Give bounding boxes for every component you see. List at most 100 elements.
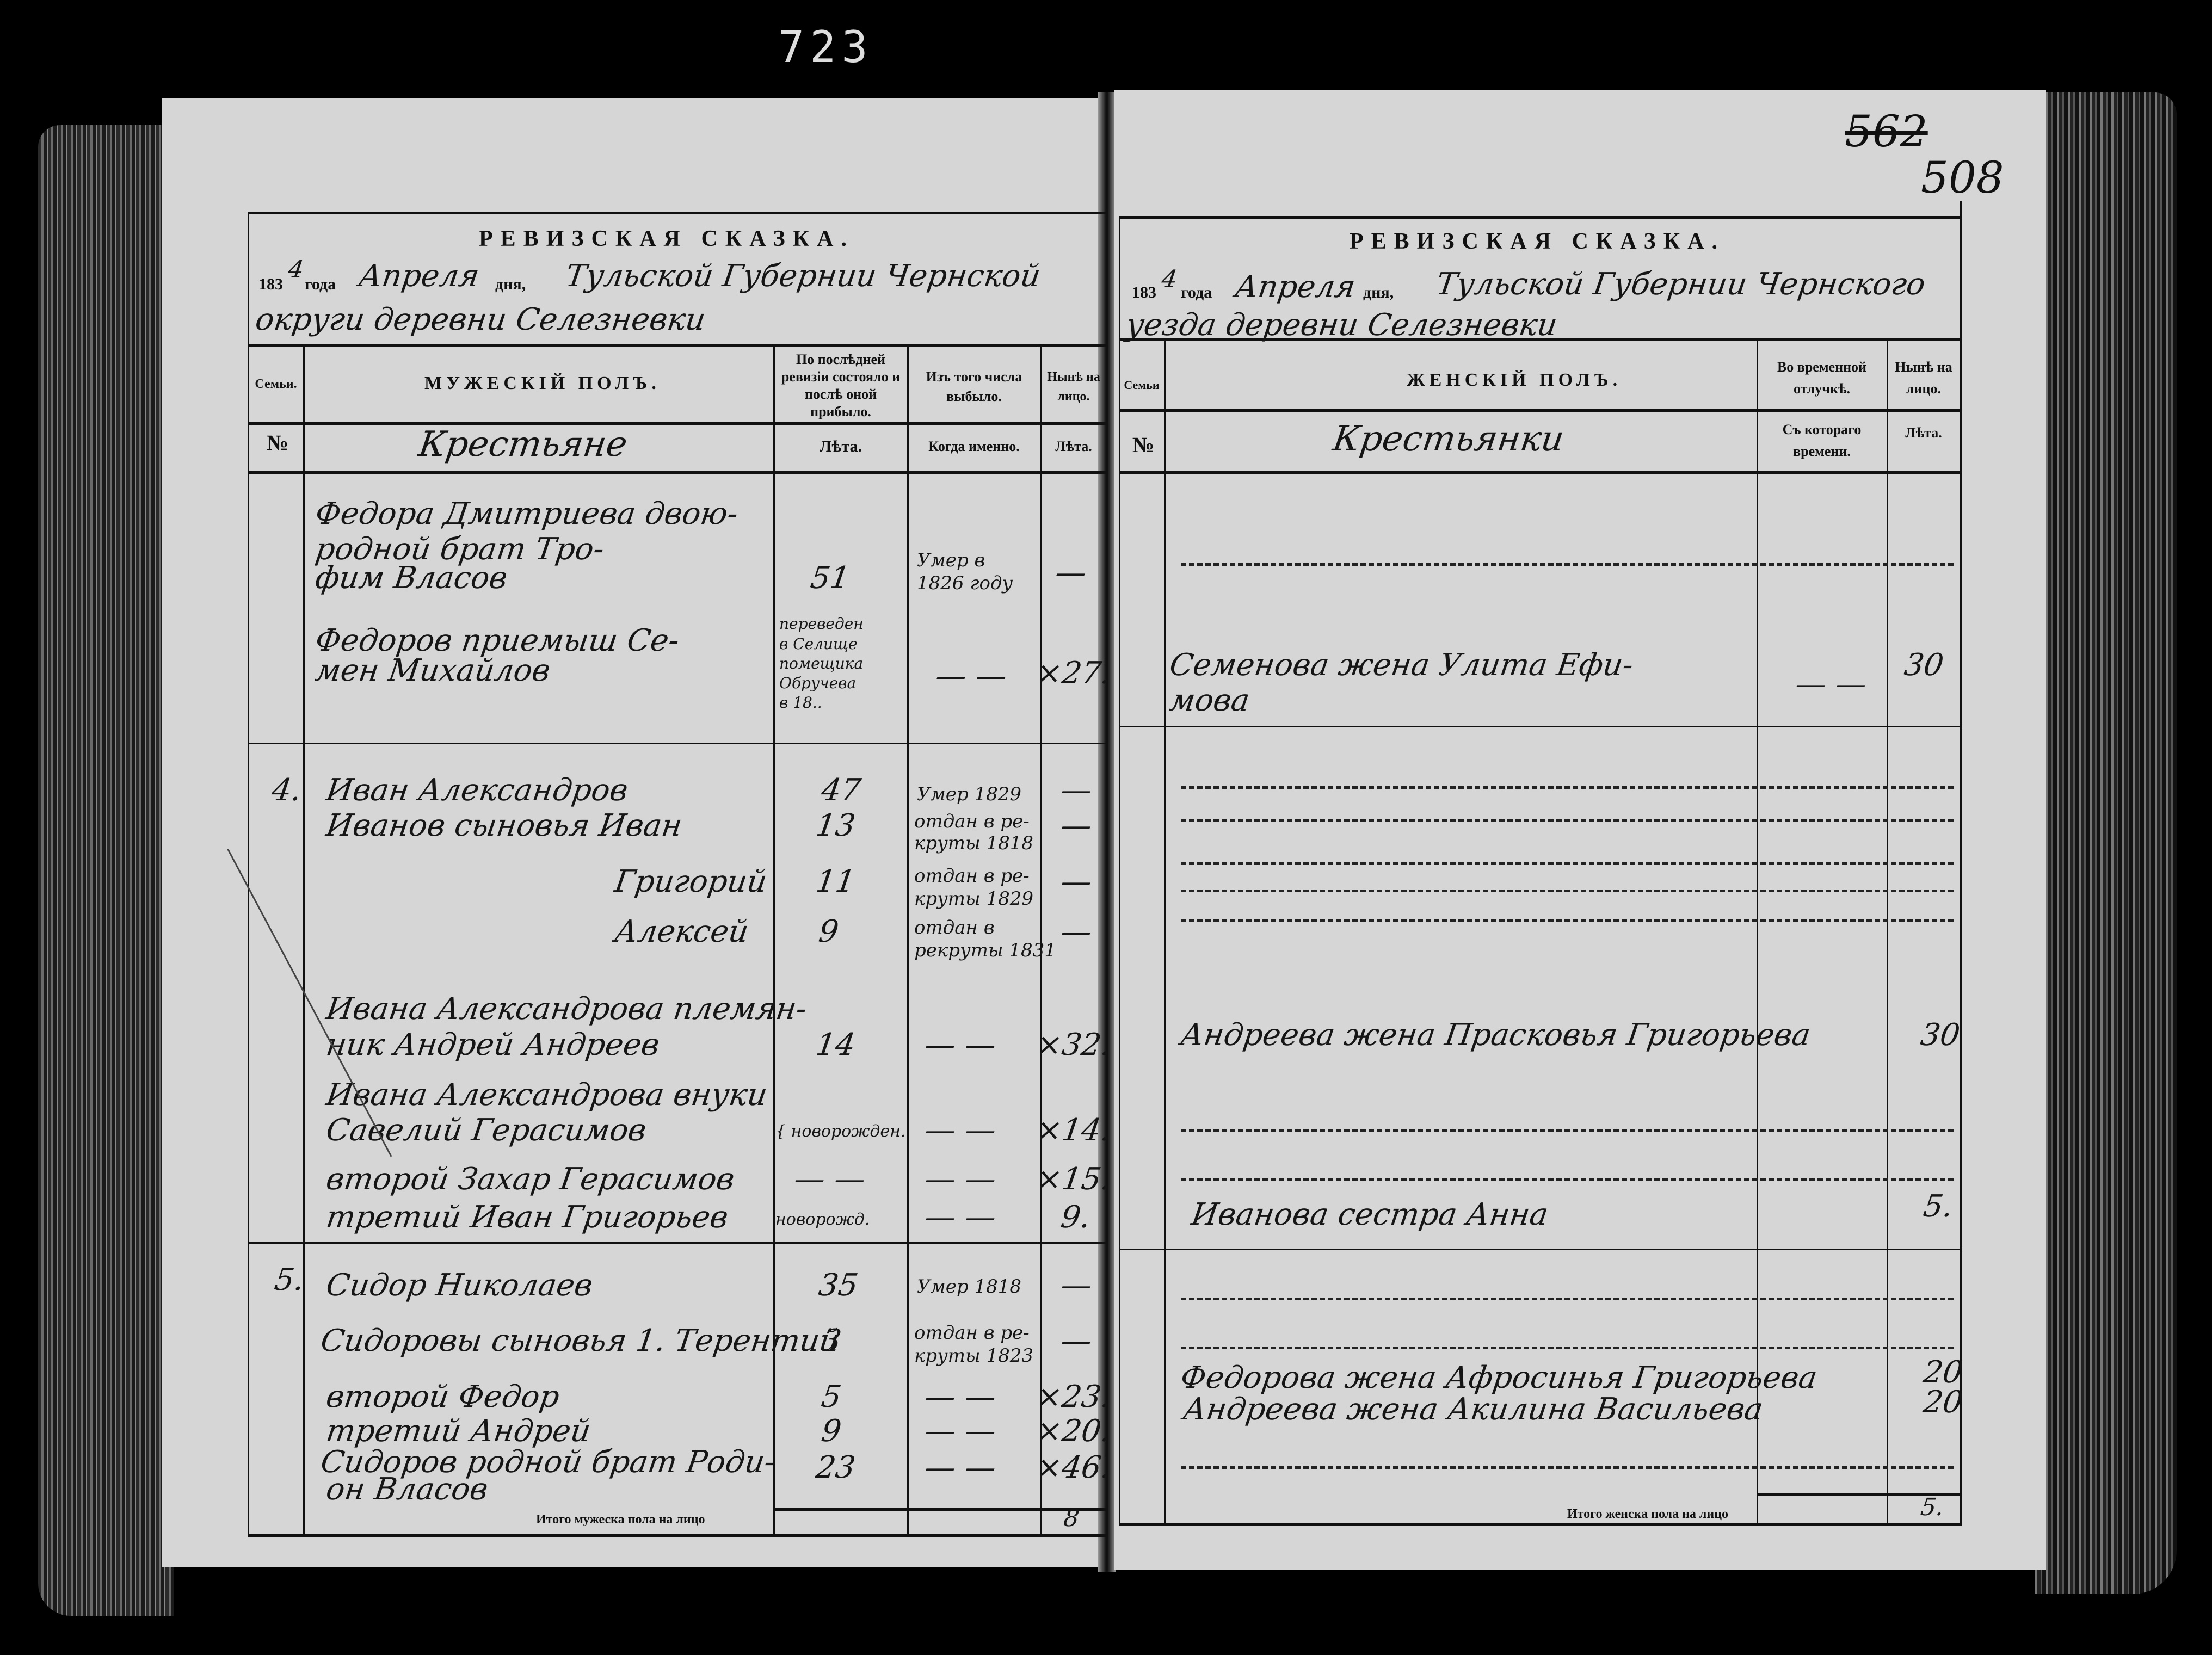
entry-now: — — [1058, 1323, 1094, 1358]
entry-now: — — [1058, 773, 1094, 808]
blank-dash-line — [1181, 919, 1954, 922]
entry-name: второй Федор — [324, 1379, 562, 1415]
entry-when: — — — [922, 1413, 999, 1449]
entry-note: новорожд. — [775, 1210, 870, 1229]
entry-when: — — — [933, 658, 1009, 694]
col-last-revision: По послѣдней ревизіи состояло и послѣ он… — [781, 351, 901, 419]
entry-now: ×14. — [1034, 1113, 1113, 1148]
entry-age: 14 — [814, 1027, 858, 1063]
entry-name: Сидоровы сыновья 1. Терентий — [318, 1323, 842, 1358]
entry-when: круты 1823 — [914, 1345, 1034, 1367]
entry-now: 30 — [1902, 647, 1946, 683]
entry-age: 23 — [814, 1450, 858, 1485]
female-total-value: 5. — [1919, 1493, 1946, 1521]
entry-name: мен Михайлов — [313, 653, 553, 688]
blank-dash-line — [1181, 890, 1954, 892]
entry-when: отдан в — [914, 917, 995, 938]
entry-when: Умер в — [917, 549, 985, 571]
estate-hand: Крестьянки — [1330, 419, 1567, 459]
entry-name: Семенова жена Улита Ефи- — [1167, 647, 1636, 683]
col-present: Нынѣ на лицо. — [1047, 370, 1100, 404]
entry-name: Савелий Герасимов — [324, 1113, 649, 1148]
female-total-label: Итого женска пола на лицо — [1567, 1507, 1729, 1521]
entry-now: ×23. — [1034, 1379, 1113, 1415]
blank-dash-line — [1181, 819, 1954, 822]
year-label: года — [1181, 283, 1212, 301]
entry-when: отдан в ре- — [914, 865, 1030, 887]
entry-name: Алексей — [612, 914, 751, 949]
left-page — [162, 98, 1101, 1567]
province-hand: Тульской Губернии Чернской — [563, 258, 1043, 294]
col-when: Когда именно. — [928, 439, 1020, 454]
col-number: № — [266, 430, 289, 455]
entry-name: он Власов — [324, 1472, 490, 1507]
entry-note: в Селище — [779, 635, 858, 653]
entry-when: — — — [922, 1450, 999, 1485]
form-title: РЕВИЗСКАЯ СКАЗКА. — [479, 226, 854, 251]
entry-when: — — — [922, 1200, 999, 1235]
entry-absent: — — — [1793, 666, 1869, 702]
blank-dash-line — [1181, 1466, 1954, 1469]
col-female-sex: ЖЕНСКІЙ ПОЛЪ. — [1407, 370, 1622, 390]
entry-when: Умер 1818 — [917, 1276, 1021, 1298]
entry-name: Иванов сыновья Иван — [324, 808, 685, 843]
month-hand: Апреля — [356, 258, 482, 294]
right-page — [1114, 90, 2046, 1570]
entry-now: ×15. — [1034, 1162, 1113, 1197]
blank-dash-line — [1181, 862, 1954, 865]
col-present: Нынѣ на лицо. — [1895, 359, 1952, 397]
entry-name: мова — [1167, 683, 1252, 718]
entry-age: — — — [792, 1162, 868, 1197]
entry-now: 20 — [1921, 1385, 1965, 1420]
entry-when: Умер 1829 — [917, 783, 1021, 805]
book-edge-left — [38, 125, 174, 1616]
entry-now: ×20. — [1034, 1413, 1113, 1449]
entry-name: Григорий — [612, 864, 769, 899]
year-label: года — [305, 275, 336, 293]
entry-name: Сидор Николаев — [324, 1268, 595, 1303]
province-hand: Тульской Губернии Чернского — [1434, 267, 1928, 302]
entry-now: 5. — [1921, 1189, 1956, 1224]
entry-name: Андреева жена Акилина Васильева — [1181, 1392, 1766, 1427]
entry-note: переведен — [779, 615, 864, 633]
entry-name: Федора Дмитриева двою- — [313, 496, 741, 532]
day-label: дня, — [495, 275, 526, 293]
entry-name: Ивана Александрова внуки — [324, 1077, 770, 1113]
entry-name: второй Захар Герасимов — [324, 1162, 737, 1197]
family-number: 4. — [269, 773, 304, 808]
entry-when: рекруты 1831 — [914, 940, 1056, 961]
col-temporary-absence: Во временной отлучкѣ. — [1777, 359, 1867, 397]
col-since: Съ котораго времени. — [1782, 422, 1862, 459]
entry-when: — — — [922, 1162, 999, 1197]
entry-now: — — [1058, 1268, 1094, 1303]
entry-age: 51 — [808, 560, 852, 596]
col-years: Лѣта. — [1905, 425, 1942, 441]
entry-when: круты 1818 — [914, 832, 1034, 854]
entry-name: Андреева жена Прасковья Григорьева — [1178, 1017, 1813, 1053]
entry-note: в 18.. — [779, 694, 822, 712]
entry-now: — — [1058, 914, 1094, 949]
entry-name: третий Иван Григорьев — [324, 1200, 731, 1235]
archive-stamp: 723 — [778, 22, 873, 72]
entry-when: отдан в ре- — [914, 1322, 1030, 1344]
entry-age: 47 — [819, 773, 863, 808]
entry-when: 1826 году — [917, 572, 1013, 594]
entry-name: Иванова сестра Анна — [1189, 1197, 1551, 1232]
entry-age: 13 — [814, 808, 858, 843]
col-male-sex: МУЖЕСКІЙ ПОЛЪ. — [424, 373, 661, 393]
entry-when: — — — [922, 1113, 999, 1148]
entry-now: — — [1058, 864, 1094, 899]
folio-number: 508 — [1921, 152, 2004, 203]
entry-age: 11 — [814, 864, 858, 899]
entry-now: — — [1053, 555, 1089, 590]
entry-note: помещика — [779, 654, 864, 672]
entry-now: — — [1058, 808, 1094, 843]
entry-now: ×32. — [1034, 1027, 1113, 1063]
male-total-label: Итого мужеска пола на лицо — [536, 1512, 705, 1527]
blank-dash-line — [1181, 1298, 1954, 1300]
col-family: Семьи — [1124, 378, 1160, 392]
blank-dash-line — [1181, 786, 1954, 789]
form-title: РЕВИЗСКАЯ СКАЗКА. — [1350, 229, 1725, 254]
blank-dash-line — [1181, 1178, 1954, 1181]
year-printed: 183 — [1132, 283, 1156, 301]
